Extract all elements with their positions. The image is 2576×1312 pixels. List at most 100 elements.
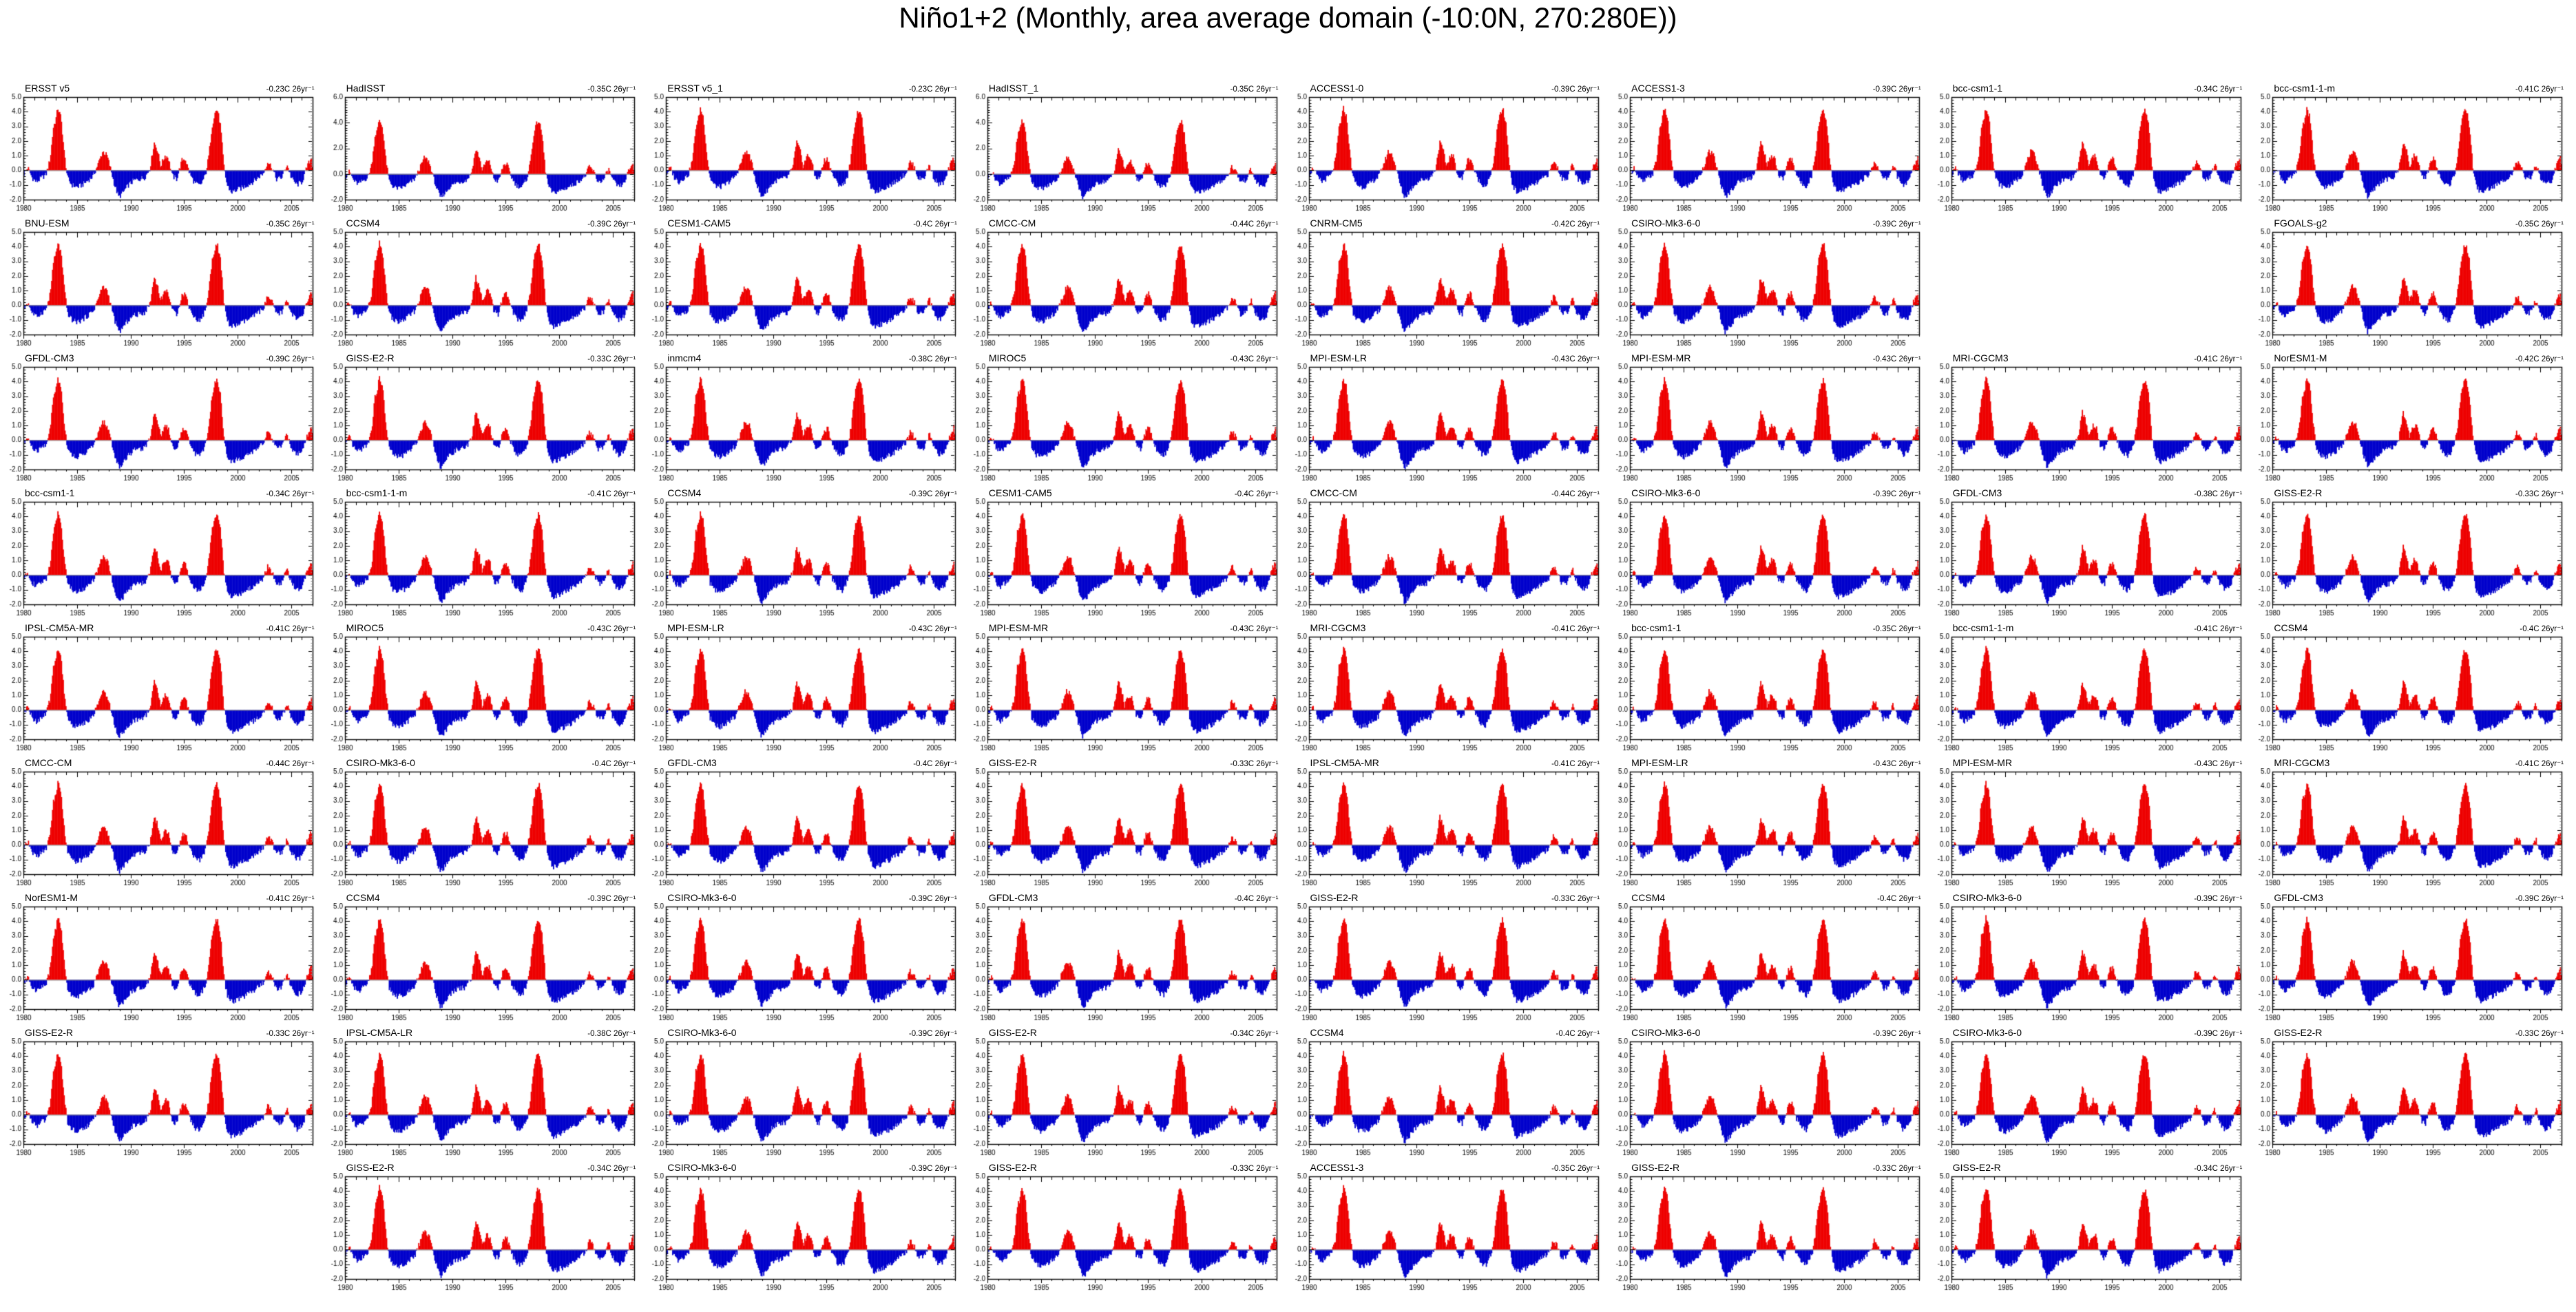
panel-trend-value: -0.39C 26yr⁻¹ xyxy=(908,1165,957,1173)
panel-header: CSIRO-Mk3-6-0 -0.39C 26yr⁻¹ xyxy=(1931,1026,2252,1038)
panel-trend-value: -0.39C 26yr⁻¹ xyxy=(1872,1030,1921,1038)
panel-trend-value: -0.39C 26yr⁻¹ xyxy=(2515,895,2564,903)
panel-header: MPI-ESM-MR -0.43C 26yr⁻¹ xyxy=(1931,756,2252,768)
panel-trend-value: -0.4C 26yr⁻¹ xyxy=(2520,625,2564,633)
panel-trend-value: -0.38C 26yr⁻¹ xyxy=(587,1030,636,1038)
panel-model-name: bcc-csm1-1-m xyxy=(1952,622,2014,633)
panel-model-name: HadISST_1 xyxy=(988,83,1039,94)
panel-model-name: GISS-E2-R xyxy=(25,1027,74,1038)
anomaly-plot-canvas xyxy=(3,229,321,350)
panel-trend-value: -0.43C 26yr⁻¹ xyxy=(908,625,957,633)
panel-model-name: MPI-ESM-LR xyxy=(667,622,724,633)
anomaly-plot-canvas xyxy=(3,498,321,620)
model-panel: IPSL-CM5A-MR -0.41C 26yr⁻¹ xyxy=(3,621,324,756)
panel-header: CSIRO-Mk3-6-0 -0.39C 26yr⁻¹ xyxy=(1609,1026,1931,1038)
panel-trend-value: -0.34C 26yr⁻¹ xyxy=(587,1165,636,1173)
model-panel: CCSM4 -0.39C 26yr⁻¹ xyxy=(324,891,646,1026)
panel-trend-value: -0.39C 26yr⁻¹ xyxy=(1872,85,1921,94)
panel-model-name: CMCC-CM xyxy=(1310,487,1357,498)
panel-trend-value: -0.41C 26yr⁻¹ xyxy=(2515,85,2564,94)
anomaly-plot-canvas xyxy=(2252,94,2570,215)
panel-header: CSIRO-Mk3-6-0 -0.39C 26yr⁻¹ xyxy=(645,1161,967,1173)
model-panel: CSIRO-Mk3-6-0 -0.39C 26yr⁻¹ xyxy=(1930,891,2252,1026)
panel-trend-value: -0.35C 26yr⁻¹ xyxy=(1872,625,1921,633)
panel-trend-value: -0.41C 26yr⁻¹ xyxy=(2194,625,2243,633)
panel-model-name: BNU-ESM xyxy=(25,218,70,229)
panel-model-name: CCSM4 xyxy=(1631,892,1666,903)
model-panel: MRI-CGCM3 -0.41C 26yr⁻¹ xyxy=(2252,756,2573,891)
anomaly-plot-canvas xyxy=(966,363,1285,485)
panel-header: GISS-E2-R -0.33C 26yr⁻¹ xyxy=(3,1026,324,1038)
model-panel: GFDL-CM3 -0.4C 26yr⁻¹ xyxy=(645,756,967,891)
model-panel: bcc-csm1-1 -0.34C 26yr⁻¹ xyxy=(3,486,324,621)
panel-header: CSIRO-Mk3-6-0 -0.39C 26yr⁻¹ xyxy=(645,891,967,903)
anomaly-plot-canvas xyxy=(3,94,321,215)
model-panel: GISS-E2-R -0.33C 26yr⁻¹ xyxy=(2252,486,2573,621)
anomaly-plot-canvas xyxy=(2252,903,2570,1024)
model-panel: bcc-csm1-1 -0.35C 26yr⁻¹ xyxy=(1609,621,1931,756)
model-panel: MPI-ESM-MR -0.43C 26yr⁻¹ xyxy=(1609,351,1931,486)
panel-header: bcc-csm1-1 -0.35C 26yr⁻¹ xyxy=(1609,621,1931,633)
panel-model-name: GISS-E2-R xyxy=(346,352,395,363)
model-panel: GISS-E2-R -0.33C 26yr⁻¹ xyxy=(1609,1161,1931,1295)
anomaly-plot-canvas xyxy=(966,1173,1285,1294)
panel-model-name: GISS-E2-R xyxy=(1631,1162,1680,1173)
anomaly-plot-canvas xyxy=(1930,498,2249,620)
model-panel: CCSM4 -0.39C 26yr⁻¹ xyxy=(645,486,967,621)
anomaly-plot-canvas xyxy=(966,498,1285,620)
panel-header: bcc-csm1-1-m -0.41C 26yr⁻¹ xyxy=(2252,81,2573,94)
model-panel: ACCESS1-3 -0.35C 26yr⁻¹ xyxy=(1288,1161,1610,1295)
panel-trend-value: -0.34C 26yr⁻¹ xyxy=(2194,1165,2243,1173)
model-panel: MPI-ESM-MR -0.43C 26yr⁻¹ xyxy=(966,621,1288,756)
panel-trend-value: -0.35C 26yr⁻¹ xyxy=(1551,1165,1600,1173)
panel-model-name: MPI-ESM-MR xyxy=(1631,352,1691,363)
panel-trend-value: -0.33C 26yr⁻¹ xyxy=(587,355,636,363)
panel-trend-value: -0.34C 26yr⁻¹ xyxy=(1230,1030,1279,1038)
panel-header: MPI-ESM-LR -0.43C 26yr⁻¹ xyxy=(1288,351,1610,363)
model-panel: GISS-E2-R -0.33C 26yr⁻¹ xyxy=(3,1026,324,1161)
anomaly-plot-canvas xyxy=(645,903,964,1024)
panel-header: CMCC-CM -0.44C 26yr⁻¹ xyxy=(967,216,1288,229)
panel-model-name: GISS-E2-R xyxy=(2274,487,2323,498)
anomaly-plot-canvas xyxy=(966,94,1285,215)
panel-header: CSIRO-Mk3-6-0 -0.39C 26yr⁻¹ xyxy=(645,1026,967,1038)
model-panel: GISS-E2-R -0.34C 26yr⁻¹ xyxy=(324,1161,646,1295)
model-panel: inmcm4 -0.38C 26yr⁻¹ xyxy=(645,351,967,486)
anomaly-plot-canvas xyxy=(966,1038,1285,1159)
model-panel: CSIRO-Mk3-6-0 -0.4C 26yr⁻¹ xyxy=(324,756,646,891)
anomaly-plot-canvas xyxy=(966,229,1285,350)
panel-trend-value: -0.33C 26yr⁻¹ xyxy=(1551,895,1600,903)
anomaly-plot-canvas xyxy=(324,229,642,350)
anomaly-plot-canvas xyxy=(1288,363,1606,485)
panel-header: ACCESS1-3 -0.39C 26yr⁻¹ xyxy=(1609,81,1931,94)
model-panel: GISS-E2-R -0.33C 26yr⁻¹ xyxy=(2252,1026,2573,1161)
panel-header: GISS-E2-R -0.33C 26yr⁻¹ xyxy=(967,1161,1288,1173)
panel-trend-value: -0.39C 26yr⁻¹ xyxy=(587,220,636,229)
model-panel: bcc-csm1-1-m -0.41C 26yr⁻¹ xyxy=(1930,621,2252,756)
panel-model-name: GISS-E2-R xyxy=(988,1027,1037,1038)
panel-model-name: CSIRO-Mk3-6-0 xyxy=(1631,218,1701,229)
panel-model-name: MRI-CGCM3 xyxy=(1952,352,2009,363)
panel-model-name: CMCC-CM xyxy=(988,218,1036,229)
panel-model-name: MRI-CGCM3 xyxy=(1310,622,1366,633)
panel-trend-value: -0.43C 26yr⁻¹ xyxy=(2194,760,2243,768)
panel-model-name: bcc-csm1-1 xyxy=(1631,622,1682,633)
model-panel: FGOALS-g2 -0.35C 26yr⁻¹ xyxy=(2252,216,2573,351)
panel-header: inmcm4 -0.38C 26yr⁻¹ xyxy=(645,351,967,363)
model-panel: bcc-csm1-1-m -0.41C 26yr⁻¹ xyxy=(324,486,646,621)
model-panel: ACCESS1-3 -0.39C 26yr⁻¹ xyxy=(1609,81,1931,216)
panel-model-name: CSIRO-Mk3-6-0 xyxy=(1631,487,1701,498)
anomaly-plot-canvas xyxy=(1609,229,1928,350)
panel-model-name: GISS-E2-R xyxy=(1952,1162,2001,1173)
anomaly-plot-canvas xyxy=(1288,94,1606,215)
panel-header: MPI-ESM-LR -0.43C 26yr⁻¹ xyxy=(1609,756,1931,768)
model-panel: HadISST_1 -0.35C 26yr⁻¹ xyxy=(966,81,1288,216)
panel-model-name: GISS-E2-R xyxy=(988,757,1037,768)
model-panel: CNRM-CM5 -0.42C 26yr⁻¹ xyxy=(1288,216,1610,351)
panel-trend-value: -0.39C 26yr⁻¹ xyxy=(1551,85,1600,94)
panel-trend-value: -0.43C 26yr⁻¹ xyxy=(1551,355,1600,363)
panel-header: BNU-ESM -0.35C 26yr⁻¹ xyxy=(3,216,324,229)
panel-header: GISS-E2-R -0.33C 26yr⁻¹ xyxy=(1609,1161,1931,1173)
panel-header: GFDL-CM3 -0.39C 26yr⁻¹ xyxy=(3,351,324,363)
panel-header: MIROC5 -0.43C 26yr⁻¹ xyxy=(967,351,1288,363)
